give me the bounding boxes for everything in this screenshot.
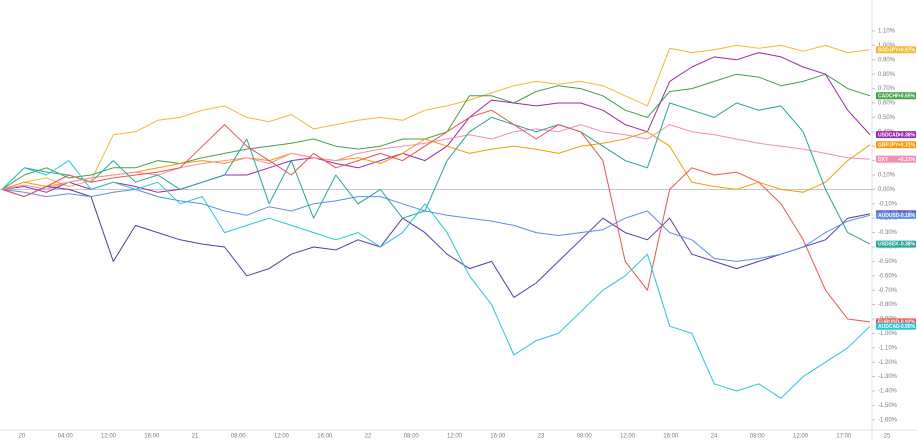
y-tick-label: 0.10% — [878, 173, 896, 179]
series-end-label: -0.92% — [899, 320, 915, 326]
x-tick-label: 25 — [884, 434, 891, 440]
series-tag-bg — [876, 46, 916, 54]
series-line — [1, 52, 871, 193]
x-tick-label: 16:00 — [663, 434, 679, 440]
series-tag: CADCHF+0.65% — [876, 92, 916, 99]
series-tag-bg — [876, 131, 916, 139]
series-line — [1, 109, 871, 323]
y-tick-label: 0.00% — [878, 187, 896, 193]
x-tick-label: 16:00 — [144, 434, 160, 440]
series-line — [1, 102, 871, 245]
y-tick-label: 1.10% — [878, 29, 896, 35]
series-name: GBPJPY — [878, 142, 899, 148]
x-tick-label: 16:00 — [490, 434, 506, 440]
series-name: EURUSD — [878, 320, 900, 326]
x-tick-label: 08:00 — [750, 434, 766, 440]
y-tick-label: 0.60% — [878, 101, 896, 107]
series-line — [1, 73, 871, 190]
series-line — [1, 44, 871, 190]
series-tag-bg — [876, 141, 916, 149]
x-tick-label: 12:00 — [793, 434, 809, 440]
series-name: USDSEK — [878, 242, 899, 248]
x-tick-label: 12:00 — [447, 434, 463, 440]
y-tick-label: -1.40% — [878, 389, 898, 395]
y-tick-label: -0.50% — [878, 259, 898, 265]
y-tick-label: 0.80% — [878, 72, 896, 78]
series-name: AUDUSD — [878, 213, 900, 219]
series-tag: USDCAD+0.38% — [876, 131, 916, 138]
x-tick-label: 23 — [538, 434, 545, 440]
y-tick-label: -0.30% — [878, 230, 898, 236]
y-tick-label: -0.60% — [878, 273, 898, 279]
series-end-label: -0.18% — [899, 213, 915, 219]
series-tag: GBPJPY +0.31% — [876, 141, 916, 148]
series-name: AUDCAD — [878, 324, 900, 330]
x-tick-label: 08:00 — [404, 434, 420, 440]
y-tick-label: -1.30% — [878, 374, 898, 380]
y-tick-label: -0.80% — [878, 302, 898, 308]
series-tag-bg — [876, 155, 916, 163]
y-tick-label: -0.70% — [878, 288, 898, 294]
series-tag: USDSEK -0.38% — [876, 240, 916, 248]
y-tick-label: -1.10% — [878, 345, 898, 351]
series-line — [1, 186, 871, 298]
x-tick-label: 24 — [711, 434, 718, 440]
series-name: SGDJPY — [878, 47, 899, 53]
series-tag-bg — [876, 211, 916, 219]
y-tick-label: 1.00% — [878, 43, 896, 49]
y-tick-label: 0.50% — [878, 115, 896, 121]
x-tick-label: 16:00 — [317, 434, 333, 440]
series-tag-bg — [876, 240, 916, 248]
x-tick-label: 12:00 — [101, 434, 117, 440]
series-end-label: +0.97% — [898, 47, 916, 53]
y-tick-label: -1.00% — [878, 331, 898, 337]
x-tick-label: 04:00 — [58, 434, 74, 440]
y-tick-label: -1.50% — [878, 403, 898, 409]
series-tag: AUDCAD -0.95% — [876, 322, 916, 330]
x-tick-label: 08:00 — [577, 434, 593, 440]
x-tick-label: 21 — [192, 434, 199, 440]
x-tick-label: 12:00 — [620, 434, 636, 440]
y-tick-label: -1.20% — [878, 360, 898, 366]
series-line — [1, 188, 871, 262]
x-tick-label: 17:00 — [836, 434, 852, 440]
series-end-label: +0.38% — [898, 132, 916, 138]
series-tag-bg — [876, 92, 916, 100]
x-tick-label: 12:00 — [274, 434, 290, 440]
series-end-label: +0.65% — [898, 93, 916, 99]
y-tick-label: 0.70% — [878, 86, 896, 92]
series-end-label: +0.21% — [898, 157, 916, 163]
x-tick-label: 20 — [19, 434, 26, 440]
series-end-label: -0.95% — [899, 324, 915, 330]
series-name: DXY — [878, 157, 889, 163]
series-end-label: -0.38% — [899, 242, 915, 248]
series-tag: SGDJPY +0.97% — [876, 46, 916, 53]
series-end-label: +0.31% — [898, 142, 916, 148]
y-tick-label: 0.90% — [878, 57, 896, 63]
series-tag-bg — [876, 322, 916, 330]
x-tick-label: 08:00 — [231, 434, 247, 440]
y-tick-label: -1.60% — [878, 417, 898, 423]
x-tick-label: 22 — [365, 434, 372, 440]
series-name: USDCAD — [878, 132, 900, 138]
series-line — [1, 131, 871, 193]
series-tag: AUDUSD -0.18% — [876, 211, 916, 219]
series-name: CADCHF — [878, 93, 899, 99]
series-tag: DXY +0.21% — [876, 155, 916, 163]
series-line — [1, 160, 871, 399]
y-tick-label: -0.10% — [878, 201, 898, 207]
